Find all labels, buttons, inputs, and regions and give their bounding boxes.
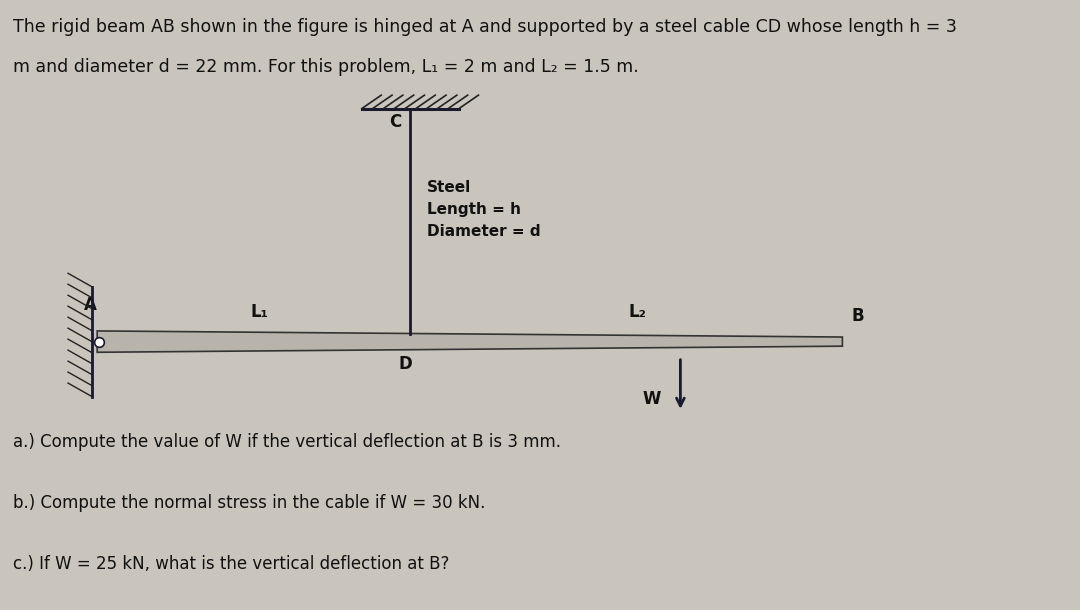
Text: m and diameter d = 22 mm. For this problem, L₁ = 2 m and L₂ = 1.5 m.: m and diameter d = 22 mm. For this probl… (13, 58, 638, 76)
Text: b.) Compute the normal stress in the cable if W = 30 kN.: b.) Compute the normal stress in the cab… (13, 494, 485, 512)
Text: A: A (84, 296, 97, 314)
Text: W: W (643, 390, 661, 409)
Text: L₂: L₂ (629, 303, 646, 321)
Text: D: D (399, 355, 411, 373)
Text: B: B (851, 306, 864, 325)
Text: L₁: L₁ (251, 303, 268, 321)
Text: a.) Compute the value of W if the vertical deflection at B is 3 mm.: a.) Compute the value of W if the vertic… (13, 433, 561, 451)
Text: Steel
Length = h
Diameter = d: Steel Length = h Diameter = d (427, 180, 540, 239)
Text: The rigid beam AB shown in the figure is hinged at A and supported by a steel ca: The rigid beam AB shown in the figure is… (13, 18, 957, 37)
Text: c.) If W = 25 kN, what is the vertical deflection at B?: c.) If W = 25 kN, what is the vertical d… (13, 555, 449, 573)
Polygon shape (97, 331, 842, 353)
Text: C: C (390, 113, 402, 131)
